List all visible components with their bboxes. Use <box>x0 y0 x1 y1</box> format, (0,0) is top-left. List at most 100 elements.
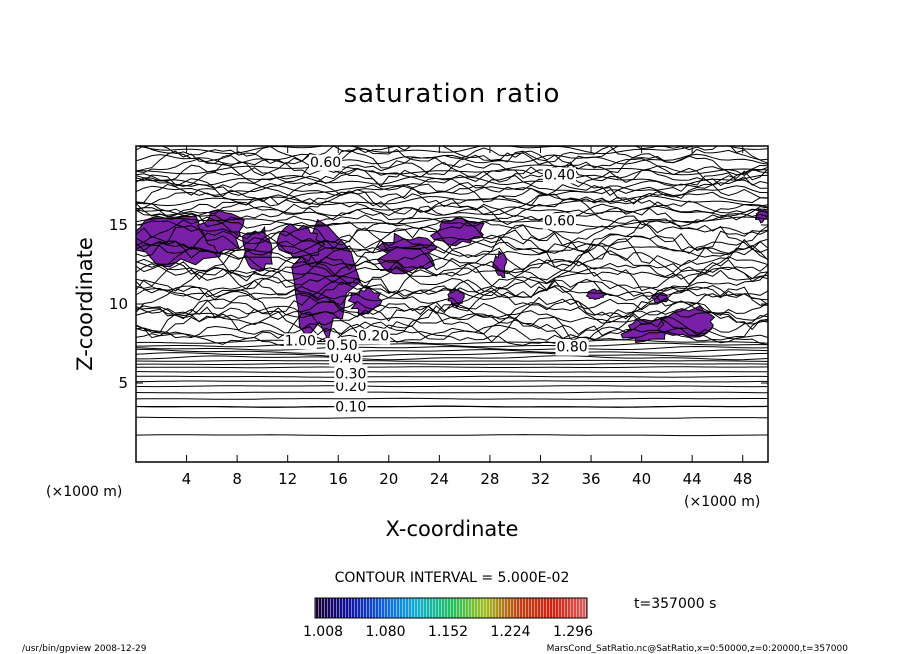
contour-line <box>136 167 768 188</box>
contour-label-bg <box>334 366 368 383</box>
contour-line <box>136 220 768 252</box>
contour-line <box>136 280 768 317</box>
contour-line <box>136 385 768 388</box>
contour-line <box>136 308 768 343</box>
contour-line <box>136 220 768 235</box>
colorbar: 1.008 1.080 1.152 1.224 1.296 <box>303 597 593 640</box>
x-tick-label: 20 <box>379 470 398 488</box>
contour-label: 0.40 <box>544 167 575 183</box>
contour-label-bg <box>555 339 589 356</box>
contour-label: 0.40 <box>330 351 361 367</box>
contour-label-bg <box>334 379 368 396</box>
x-tick-label: 8 <box>232 470 242 488</box>
colorbar-frame <box>314 597 588 619</box>
x-tick-label: 24 <box>430 470 449 488</box>
x-axis-ticks: 4 8 12 16 20 24 28 32 36 40 44 48 <box>182 146 752 488</box>
contour-line <box>136 177 768 198</box>
contour-label: 0.50 <box>326 338 357 354</box>
y-tick-label: 15 <box>109 216 128 234</box>
x-tick-label: 28 <box>480 470 499 488</box>
contour-line <box>136 263 768 281</box>
x-tick-label: 32 <box>531 470 550 488</box>
contour-line <box>136 287 768 319</box>
colorbar-label: 1.152 <box>428 624 468 640</box>
contour-label: 1.00 <box>285 333 316 349</box>
contour-line <box>136 208 768 229</box>
contour-line <box>136 275 768 298</box>
contour-line <box>136 170 768 196</box>
contour-line <box>136 330 768 347</box>
contour-line <box>136 161 768 188</box>
contour-line <box>136 278 768 301</box>
contour-line <box>136 205 768 218</box>
supersaturation-region <box>585 288 608 300</box>
contour-line <box>136 259 768 295</box>
contour-line <box>136 215 768 251</box>
contour-line <box>136 182 768 208</box>
contour-line <box>136 308 768 326</box>
contour-line <box>136 416 768 419</box>
contour-line <box>136 149 768 177</box>
time-label: t=357000 s <box>634 596 716 612</box>
contour-label-bg <box>334 399 368 416</box>
contour-line <box>136 345 768 351</box>
contour-line <box>136 434 768 437</box>
contour-label: 0.20 <box>335 379 366 395</box>
supersaturation-region <box>347 285 383 316</box>
contour-line <box>136 258 768 280</box>
contour-line <box>136 265 768 297</box>
contour-line <box>136 302 768 340</box>
contour-label: 0.30 <box>335 367 366 383</box>
contour-line <box>136 227 768 255</box>
contour-label: 0.60 <box>544 213 575 229</box>
contour-line <box>136 323 768 345</box>
colorbar-stripes <box>315 598 587 618</box>
colorbar-label: 1.080 <box>365 624 405 640</box>
x-unit-left: (×1000 m) <box>46 484 122 500</box>
contour-line <box>136 174 768 186</box>
y-axis-ticks: 5 10 15 <box>109 216 768 392</box>
colorbar-label: 1.008 <box>303 624 343 640</box>
contour-label-bg <box>283 333 317 350</box>
x-tick-label: 36 <box>581 470 600 488</box>
y-tick-label: 10 <box>109 295 128 313</box>
contour-line <box>136 191 768 216</box>
contour-label-bg <box>309 154 343 171</box>
footer-left: /usr/bin/gpview 2008-12-29 <box>22 644 147 654</box>
x-tick-label: 4 <box>182 470 192 488</box>
footer-right: MarsCond_SatRatio.nc@SatRatio,x=0:50000,… <box>547 644 849 654</box>
colorbar-labels: 1.008 1.080 1.152 1.224 1.296 <box>303 624 593 640</box>
x-tick-label: 44 <box>683 470 702 488</box>
contour-line <box>136 363 768 365</box>
contour-label: 0.80 <box>556 340 587 356</box>
contour-label: 0.10 <box>335 400 366 416</box>
contour-line <box>136 375 768 378</box>
x-tick-label: 40 <box>632 470 651 488</box>
contour-line <box>136 355 768 361</box>
contour-line <box>136 391 768 394</box>
contour-line <box>136 300 768 324</box>
contour-line <box>136 236 768 275</box>
contour-line <box>136 348 768 354</box>
contour-label-bg <box>542 167 577 184</box>
contour-line <box>136 371 768 373</box>
contour-line <box>136 146 768 165</box>
y-tick-label: 5 <box>118 374 128 392</box>
x-tick-label: 16 <box>329 470 348 488</box>
contour-interval: CONTOUR INTERVAL = 5.000E-02 <box>335 570 570 586</box>
contour-line <box>136 342 768 348</box>
contour-line <box>136 397 768 400</box>
y-axis-label: Z-coordinate <box>73 237 97 371</box>
contour-line <box>136 243 768 274</box>
contour-label-bg <box>542 213 577 230</box>
contour-line <box>136 339 768 345</box>
contour-line <box>136 352 768 358</box>
chart-title: saturation ratio <box>344 79 561 109</box>
contour-line <box>136 235 768 256</box>
plot-area: 0.100.200.300.400.501.00 0.200.600.400.60… <box>109 145 769 488</box>
x-tick-label: 12 <box>278 470 297 488</box>
contour-line <box>136 195 768 207</box>
x-axis-label: X-coordinate <box>386 517 519 541</box>
contour-line <box>136 359 768 362</box>
